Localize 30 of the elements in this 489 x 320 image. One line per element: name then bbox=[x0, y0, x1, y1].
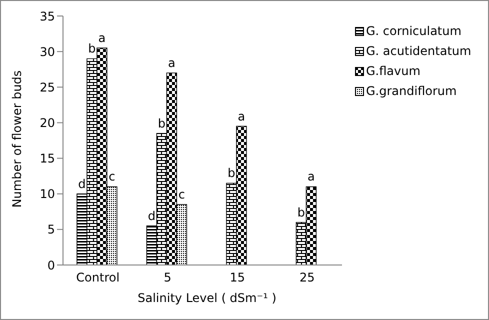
annotation: c bbox=[108, 170, 116, 184]
x-tick-label: 5 bbox=[164, 270, 172, 285]
annotation: d bbox=[78, 176, 86, 191]
y-tick-label: 10 bbox=[40, 187, 55, 202]
x-tick-label: 15 bbox=[230, 270, 246, 285]
y-tick-label: 5 bbox=[47, 222, 55, 237]
annotation: b bbox=[88, 42, 96, 56]
y-tick-label: 30 bbox=[40, 44, 55, 59]
annotation: b bbox=[297, 205, 306, 220]
annotation: b bbox=[228, 166, 236, 180]
annotation: a bbox=[238, 109, 246, 124]
x-tick-label: Control bbox=[76, 270, 120, 285]
annotation: c bbox=[178, 188, 186, 202]
x-tick-label: 25 bbox=[299, 270, 315, 285]
legend-label: G. corniculatum bbox=[366, 24, 462, 38]
legend-label: G.grandiflorum bbox=[366, 84, 457, 98]
y-tick-label: 35 bbox=[40, 9, 55, 24]
y-tick-label: 25 bbox=[40, 80, 55, 94]
x-axis-title: Salinity Level ( dSm⁻¹ ) bbox=[138, 291, 276, 305]
annotation: a bbox=[168, 56, 176, 70]
y-axis-title: Number of flower buds bbox=[10, 70, 24, 208]
annotation: d bbox=[148, 208, 156, 223]
legend-label: G. acutidentatum bbox=[366, 44, 472, 58]
legend-label: G.flavum bbox=[366, 64, 420, 78]
annotation: a bbox=[308, 170, 315, 184]
y-tick-label: 15 bbox=[40, 152, 55, 166]
annotation: a bbox=[98, 31, 106, 46]
annotation: b bbox=[158, 116, 166, 130]
y-tick-label: 0 bbox=[47, 258, 55, 272]
y-tick-label: 20 bbox=[40, 116, 55, 130]
